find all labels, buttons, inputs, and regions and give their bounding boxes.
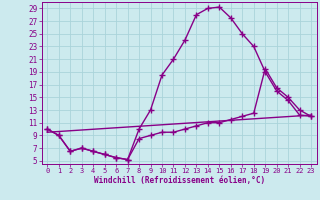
- X-axis label: Windchill (Refroidissement éolien,°C): Windchill (Refroidissement éolien,°C): [94, 176, 265, 185]
